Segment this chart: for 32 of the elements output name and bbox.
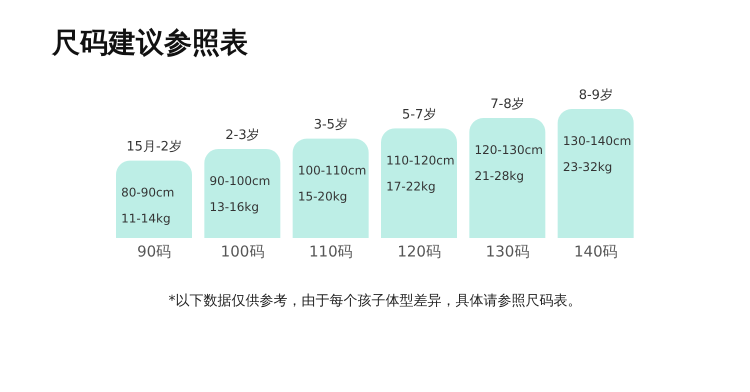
annotation: 120-130cm: [474, 143, 543, 158]
annotation: 110-120cm: [386, 153, 455, 168]
annotation: 100-110cm: [298, 164, 366, 178]
text: 8-9岁: [578, 88, 613, 103]
bar: [558, 109, 634, 238]
bar: [469, 118, 546, 238]
x-tick-label: 90码: [137, 242, 172, 261]
annotation: 15-20kg: [298, 190, 348, 204]
annotation: 130-140cm: [562, 134, 632, 148]
annotation: 80-90cm: [121, 186, 174, 200]
chart-title: 尺码建议参照表: [51, 26, 248, 59]
annotation: 21-28kg: [474, 169, 524, 184]
annotation: 15月-2岁: [126, 140, 182, 155]
bar: [292, 138, 369, 238]
x-tick-label: 100码: [220, 242, 264, 261]
x-tick-label: 130码: [486, 242, 530, 261]
x-tick-label: 140码: [574, 242, 618, 261]
x-tick-label: 110码: [309, 242, 353, 261]
annotation: 13-16kg: [210, 200, 259, 214]
annotation: 11-14kg: [121, 212, 171, 226]
bar: [116, 160, 192, 238]
annotation: 23-32kg: [562, 160, 612, 174]
annotation: 17-22kg: [386, 179, 436, 194]
x-tick-label: 120码: [397, 242, 441, 261]
bar: [381, 128, 457, 238]
annotation: 5-7岁: [402, 107, 436, 122]
annotation: 7-8岁: [490, 97, 525, 112]
text: *以下数据仅供参考，由于每个孩子体型差异，具体请参照尺码表。: [168, 293, 582, 309]
annotation: 2-3岁: [225, 128, 260, 143]
annotation: 90-100cm: [210, 174, 270, 188]
bar: [204, 148, 280, 238]
annotation: 3-5岁: [314, 118, 348, 133]
